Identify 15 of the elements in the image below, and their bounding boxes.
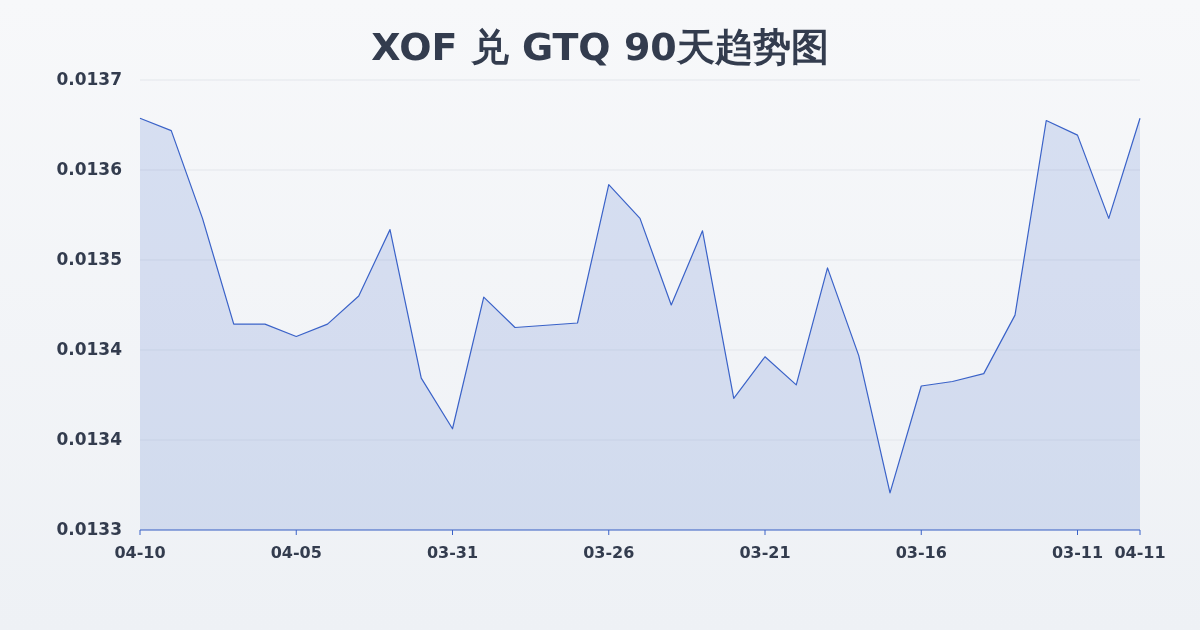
y-tick-label: 0.0134 xyxy=(56,429,123,449)
x-tick-label: 03-11 xyxy=(1051,543,1104,562)
chart-title: XOF 兑 GTQ 90天趋势图 xyxy=(371,25,829,69)
x-tick-label: 03-31 xyxy=(426,543,479,562)
x-tick-label: 03-16 xyxy=(895,543,947,562)
y-tick-label: 0.0137 xyxy=(56,69,122,89)
x-tick-label: 04-11 xyxy=(1114,543,1166,562)
y-tick-label: 0.0134 xyxy=(56,339,123,359)
x-tick-label: 04-10 xyxy=(114,543,166,562)
y-tick-label: 0.0133 xyxy=(56,519,122,539)
x-tick-label: 03-26 xyxy=(583,543,635,562)
y-tick-label: 0.0136 xyxy=(56,159,122,179)
x-tick-label: 03-21 xyxy=(739,543,791,562)
x-tick-label: 04-05 xyxy=(270,543,322,562)
y-tick-label: 0.0135 xyxy=(56,249,122,269)
